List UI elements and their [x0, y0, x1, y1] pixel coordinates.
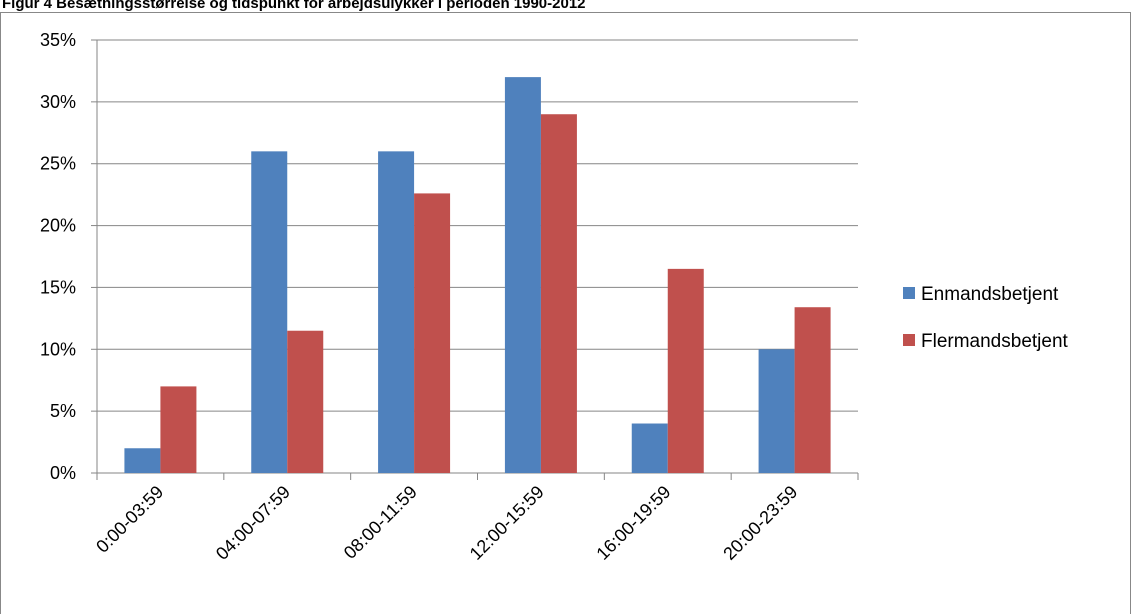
- y-tick-label: 5%: [50, 401, 76, 421]
- bar: [287, 330, 324, 473]
- y-tick-label: 20%: [40, 216, 76, 236]
- y-tick-label: 25%: [40, 154, 76, 174]
- chart-title: Figur 4 Besætningsstørrelse og tidspunkt…: [2, 0, 586, 12]
- bar: [631, 423, 668, 473]
- legend-label: Enmandsbetjent: [921, 284, 1059, 305]
- bar: [540, 114, 577, 473]
- y-tick-label: 0%: [50, 463, 76, 483]
- bar: [667, 268, 704, 473]
- y-tick-label: 35%: [40, 30, 76, 50]
- bar: [758, 349, 795, 473]
- bar: [124, 448, 161, 473]
- y-tick-label: 30%: [40, 92, 76, 112]
- bar: [414, 193, 451, 474]
- legend-label: Flermandsbetjent: [921, 331, 1069, 352]
- bar: [251, 151, 288, 474]
- bar: [160, 386, 197, 473]
- legend-swatch: [903, 287, 915, 299]
- legend-swatch: [903, 334, 915, 346]
- bar: [378, 151, 415, 474]
- y-tick-label: 15%: [40, 277, 76, 297]
- y-tick-label: 10%: [40, 339, 76, 359]
- bar: [504, 77, 541, 473]
- bar: [794, 307, 831, 473]
